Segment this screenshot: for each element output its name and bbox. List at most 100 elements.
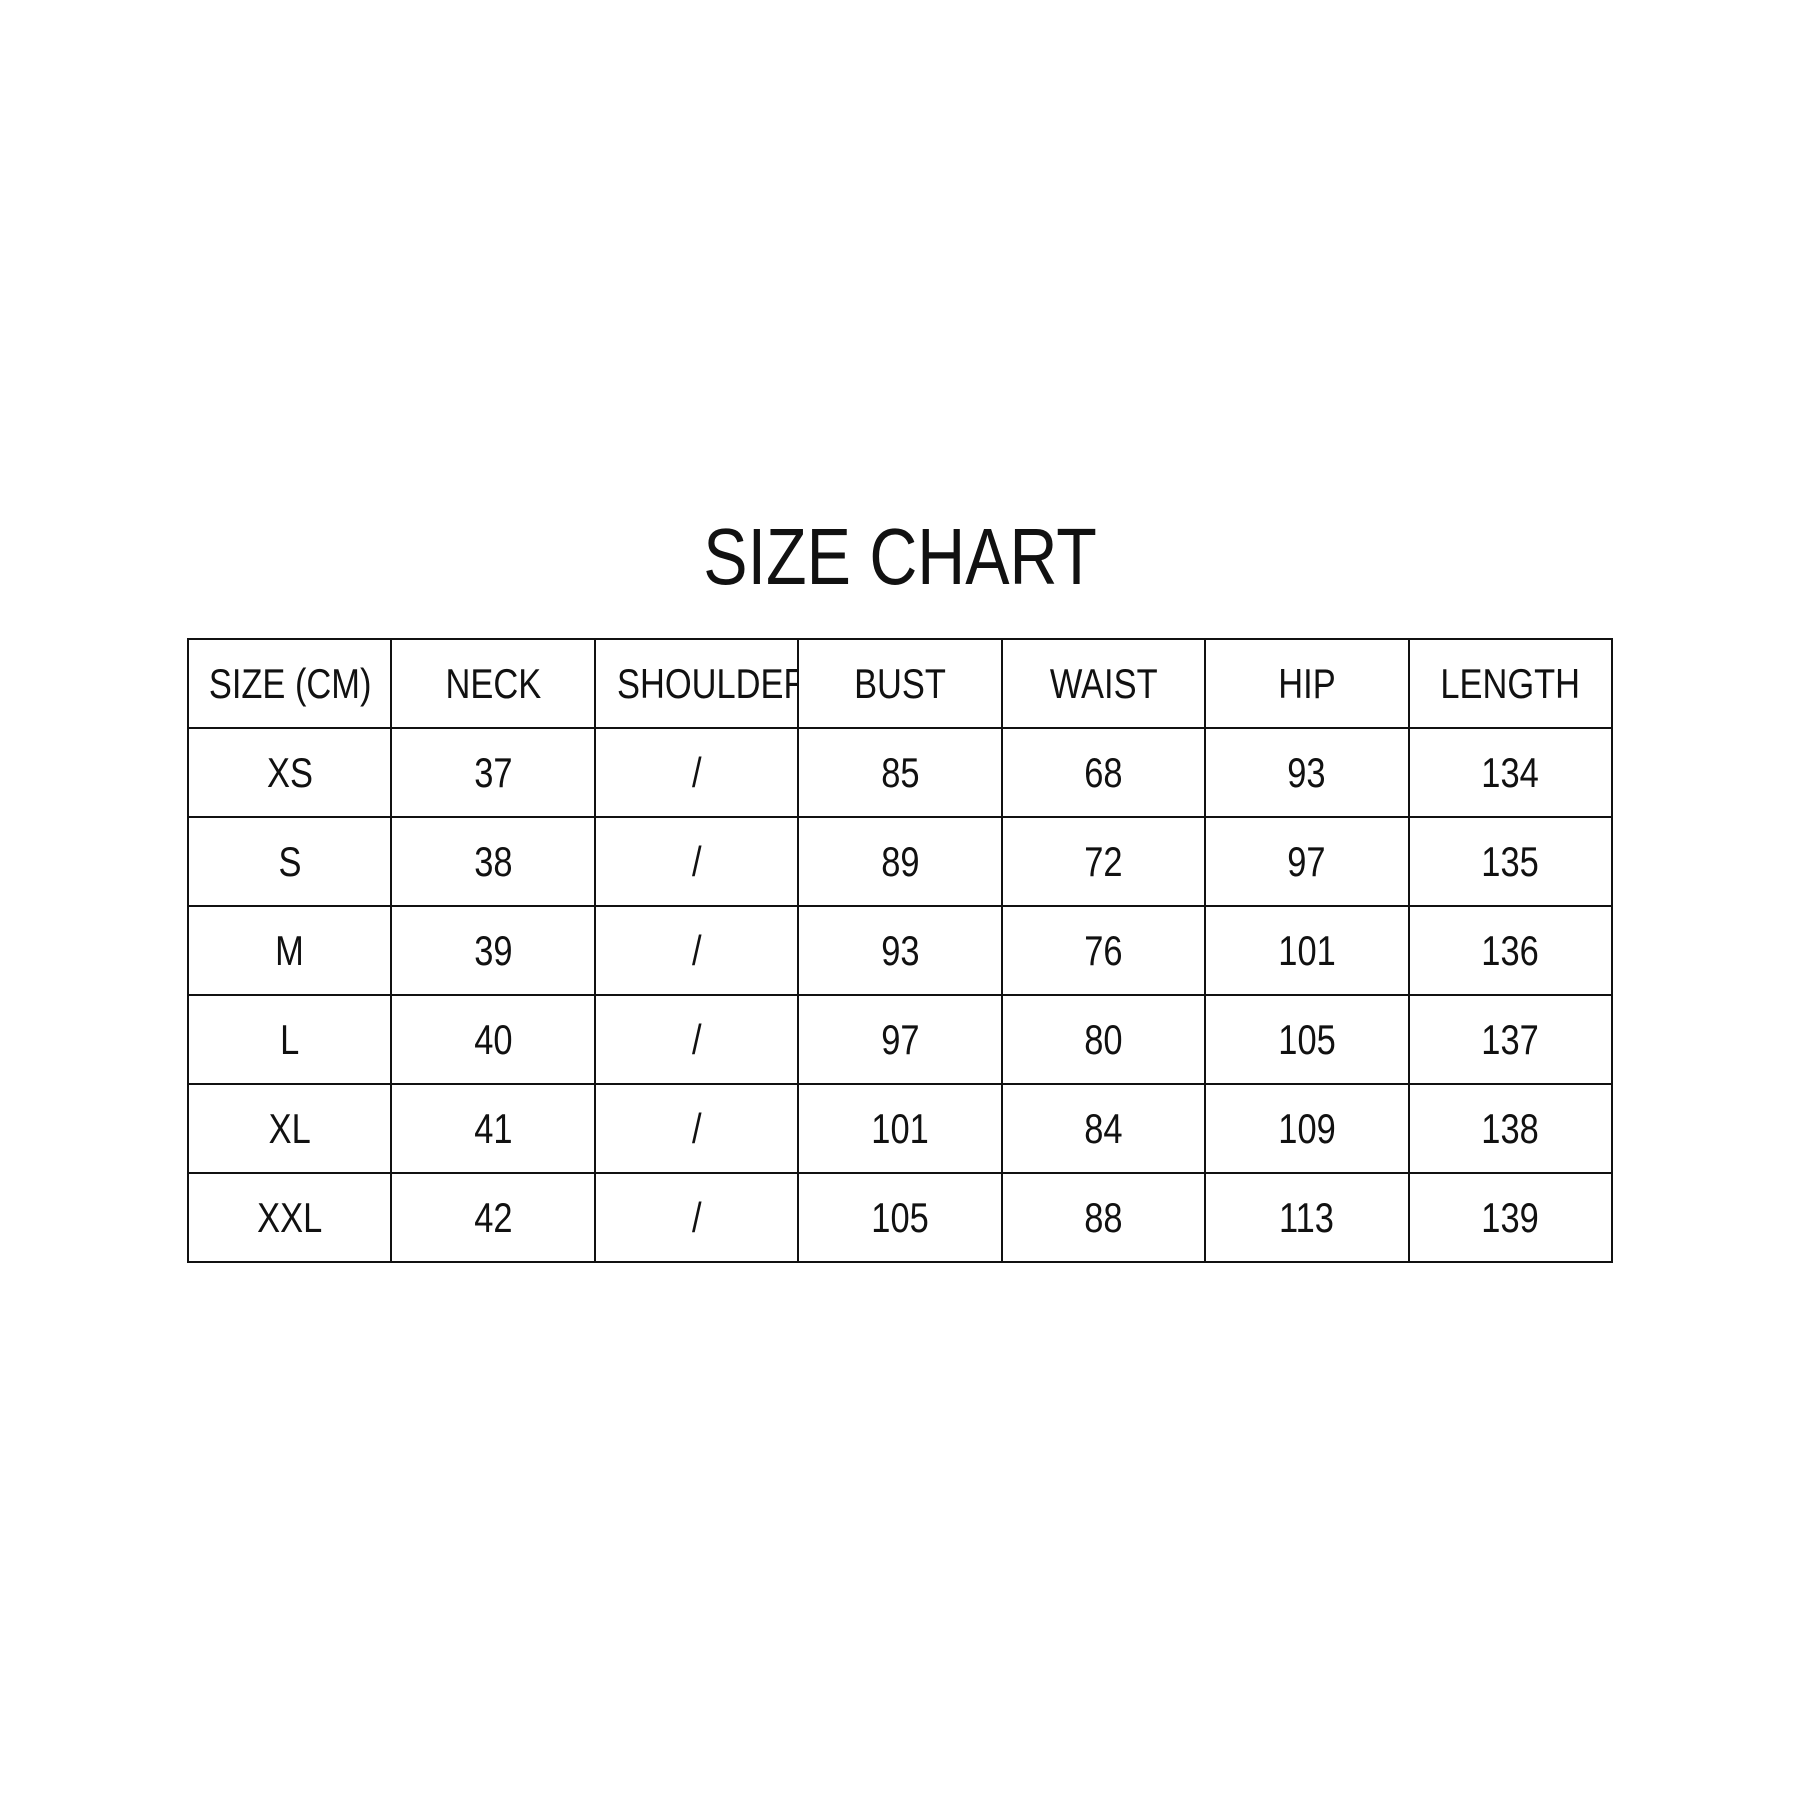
table-cell: 76 bbox=[1000, 905, 1207, 996]
table-cell: 138 bbox=[1407, 1083, 1614, 1174]
table-cell: 40 bbox=[390, 994, 596, 1085]
table-cell: 97 bbox=[797, 994, 1003, 1085]
cell-text: SIZE (CM) bbox=[208, 659, 372, 707]
cell-text: 76 bbox=[1084, 926, 1123, 974]
table-cell: 80 bbox=[1000, 994, 1207, 1085]
table-cell: 134 bbox=[1407, 727, 1614, 818]
cell-text: 80 bbox=[1084, 1015, 1123, 1063]
cell-text: 40 bbox=[473, 1015, 513, 1063]
table-cell: 109 bbox=[1204, 1083, 1410, 1174]
cell-text: 72 bbox=[1084, 837, 1123, 885]
cell-text: 136 bbox=[1481, 926, 1539, 974]
cell-text: 109 bbox=[1278, 1104, 1336, 1152]
table-cell: 113 bbox=[1204, 1172, 1410, 1263]
table-cell: 101 bbox=[1204, 905, 1410, 996]
title-text: SIZE CHART bbox=[703, 512, 1097, 601]
cell-text: 85 bbox=[880, 748, 920, 796]
cell-text: XXL bbox=[257, 1193, 323, 1241]
header-cell: SHOULDER bbox=[593, 638, 800, 729]
cell-text: 138 bbox=[1481, 1104, 1539, 1152]
cell-text: XS bbox=[266, 748, 313, 796]
table-cell: 93 bbox=[797, 905, 1003, 996]
table-cell: 68 bbox=[1000, 727, 1207, 818]
table-row: XS 37 / 85 68 93 134 bbox=[186, 727, 1614, 818]
cell-text: / bbox=[691, 1104, 702, 1152]
cell-text: LENGTH bbox=[1440, 659, 1581, 707]
cell-text: 84 bbox=[1084, 1104, 1123, 1152]
cell-text: 101 bbox=[871, 1104, 929, 1152]
table-cell: 88 bbox=[1000, 1172, 1207, 1263]
cell-text: 38 bbox=[473, 837, 513, 885]
table-cell: 137 bbox=[1407, 994, 1614, 1085]
table-cell: 136 bbox=[1407, 905, 1614, 996]
table-cell: 42 bbox=[390, 1172, 596, 1263]
cell-text: SHOULDER bbox=[616, 659, 799, 707]
header-cell: SIZE (CM) bbox=[186, 638, 393, 729]
table-row: M 39 / 93 76 101 136 bbox=[186, 905, 1614, 996]
cell-text: 41 bbox=[473, 1104, 513, 1152]
table-cell: 105 bbox=[1204, 994, 1410, 1085]
table-cell: 37 bbox=[390, 727, 596, 818]
cell-text: 139 bbox=[1481, 1193, 1539, 1241]
table-cell: 72 bbox=[1000, 816, 1207, 907]
table-cell: / bbox=[593, 727, 800, 818]
table-row: S 38 / 89 72 97 135 bbox=[186, 816, 1614, 907]
cell-text: 93 bbox=[1287, 748, 1326, 796]
table-row: XL 41 / 101 84 109 138 bbox=[186, 1083, 1614, 1174]
table-cell: / bbox=[593, 816, 800, 907]
cell-text: 42 bbox=[473, 1193, 513, 1241]
table-cell: / bbox=[593, 905, 800, 996]
cell-text: 39 bbox=[473, 926, 513, 974]
table-cell: / bbox=[593, 1172, 800, 1263]
table-cell: XXL bbox=[186, 1172, 393, 1263]
size-chart-table: SIZE (CM) NECK SHOULDER BUST WAIST HIP LENGTH X… bbox=[186, 638, 1614, 1263]
cell-text: 97 bbox=[880, 1015, 920, 1063]
cell-text: L bbox=[280, 1015, 300, 1063]
table-cell: 93 bbox=[1204, 727, 1410, 818]
header-cell: BUST bbox=[797, 638, 1003, 729]
cell-text: 105 bbox=[871, 1193, 929, 1241]
cell-text: 93 bbox=[880, 926, 920, 974]
header-row: SIZE (CM) NECK SHOULDER BUST WAIST HIP LENGTH bbox=[186, 638, 1614, 729]
table-row: XXL 42 / 105 88 113 139 bbox=[186, 1172, 1614, 1263]
header-cell: NECK bbox=[390, 638, 596, 729]
cell-text: / bbox=[691, 1015, 702, 1063]
table-cell: 139 bbox=[1407, 1172, 1614, 1263]
cell-text: 68 bbox=[1084, 748, 1123, 796]
page-title: SIZE CHART bbox=[0, 512, 1800, 602]
table-cell: 101 bbox=[797, 1083, 1003, 1174]
cell-text: / bbox=[691, 748, 702, 796]
table-cell: XL bbox=[186, 1083, 393, 1174]
table-cell: M bbox=[186, 905, 393, 996]
cell-text: / bbox=[691, 1193, 702, 1241]
cell-text: WAIST bbox=[1049, 659, 1158, 707]
cell-text: 137 bbox=[1481, 1015, 1539, 1063]
table-cell: 41 bbox=[390, 1083, 596, 1174]
cell-text: NECK bbox=[445, 659, 541, 707]
cell-text: 97 bbox=[1287, 837, 1326, 885]
cell-text: 37 bbox=[473, 748, 513, 796]
cell-text: 134 bbox=[1481, 748, 1539, 796]
table-cell: / bbox=[593, 1083, 800, 1174]
cell-text: 89 bbox=[880, 837, 920, 885]
table-cell: / bbox=[593, 994, 800, 1085]
header-cell: LENGTH bbox=[1407, 638, 1614, 729]
cell-text: S bbox=[278, 837, 302, 885]
table-cell: 89 bbox=[797, 816, 1003, 907]
cell-text: 88 bbox=[1084, 1193, 1123, 1241]
cell-text: / bbox=[691, 926, 702, 974]
cell-text: 135 bbox=[1481, 837, 1539, 885]
table-cell: 39 bbox=[390, 905, 596, 996]
header-cell: WAIST bbox=[1000, 638, 1207, 729]
table-cell: 135 bbox=[1407, 816, 1614, 907]
cell-text: HIP bbox=[1278, 659, 1336, 707]
table-row: L 40 / 97 80 105 137 bbox=[186, 994, 1614, 1085]
cell-text: 101 bbox=[1278, 926, 1336, 974]
table-cell: 84 bbox=[1000, 1083, 1207, 1174]
table-cell: L bbox=[186, 994, 393, 1085]
table-cell: XS bbox=[186, 727, 393, 818]
cell-text: XL bbox=[268, 1104, 311, 1152]
table-cell: 38 bbox=[390, 816, 596, 907]
table-cell: 105 bbox=[797, 1172, 1003, 1263]
table-cell: 85 bbox=[797, 727, 1003, 818]
